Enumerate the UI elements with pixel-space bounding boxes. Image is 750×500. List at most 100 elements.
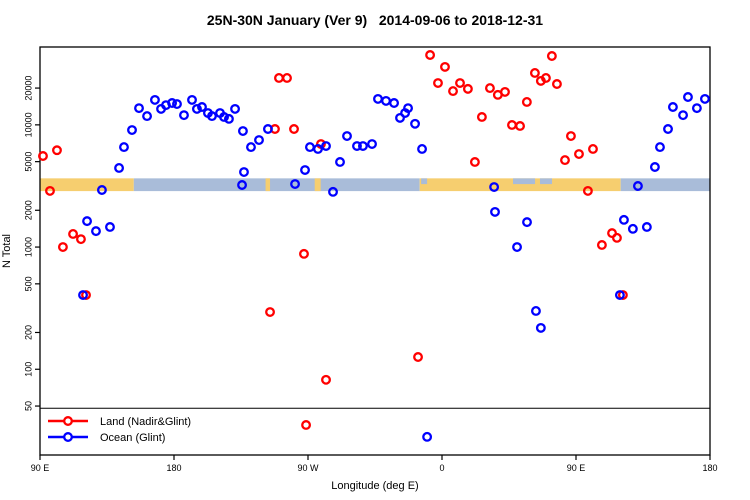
land-point [440, 61, 450, 72]
land-point [38, 151, 48, 161]
land-point [588, 144, 598, 154]
land-point [433, 78, 443, 88]
land-point [476, 112, 487, 122]
ocean-point [342, 131, 352, 141]
ocean-point [179, 110, 189, 121]
land-point [299, 248, 309, 259]
x-tick-label: 90 E [31, 463, 50, 473]
legend-marker [63, 432, 73, 442]
ocean-point [134, 103, 144, 114]
ocean-point [678, 110, 689, 121]
y-tick-label: 5000 [23, 152, 33, 172]
land-point [57, 242, 68, 253]
land-point [611, 232, 622, 243]
land-point [75, 234, 86, 245]
ocean-point [614, 290, 625, 300]
ocean-point [683, 92, 693, 102]
land-point [274, 73, 284, 83]
y-tick-label: 1000 [23, 237, 33, 257]
ocean-point [489, 182, 500, 192]
land-point [413, 352, 423, 362]
ocean-point [142, 111, 153, 122]
ocean-point [667, 102, 678, 112]
ocean-point [512, 242, 522, 253]
land-point [462, 83, 473, 94]
ocean-point [357, 141, 368, 151]
ocean-point [114, 162, 125, 173]
ocean-point [172, 99, 182, 110]
ocean-point [535, 322, 546, 333]
ocean-point [167, 98, 178, 108]
ocean-point [82, 216, 92, 227]
band-segment-land [40, 178, 134, 192]
land-point [500, 86, 510, 97]
ocean-point [237, 180, 247, 190]
land-point [551, 79, 562, 89]
ocean-point [262, 124, 273, 134]
x-tick-label: 180 [166, 463, 181, 473]
x-tick-label: 0 [439, 463, 444, 473]
land-point [574, 149, 584, 159]
x-axis-label: Longitude (deg E) [331, 480, 419, 492]
ocean-point [367, 139, 377, 149]
ocean-point [223, 113, 234, 124]
land-point [52, 145, 62, 156]
land-point [301, 420, 312, 430]
land-point [455, 78, 465, 88]
band-segment-land [419, 178, 621, 192]
y-axis-label: N Total [1, 233, 13, 269]
ocean-point [410, 118, 421, 129]
land-point [265, 307, 275, 317]
ocean-point [641, 222, 652, 232]
ocean-point [127, 125, 137, 135]
ocean-point [395, 112, 405, 123]
y-tick-label: 10000 [23, 112, 33, 137]
ocean-point [352, 141, 362, 151]
band-segment-ocean [133, 178, 420, 192]
ocean-point [699, 93, 710, 104]
land-point [425, 50, 436, 60]
ocean-point [403, 103, 414, 114]
land-point [582, 185, 593, 196]
y-tick-label: 100 [23, 362, 33, 377]
y-tick-label: 200 [23, 325, 33, 340]
ocean-point [417, 144, 427, 154]
land-point [565, 131, 576, 141]
ocean-point [300, 165, 310, 175]
ocean-point [373, 93, 383, 104]
ocean-point [91, 226, 101, 237]
ocean-point [328, 186, 338, 197]
ocean-point [119, 142, 129, 153]
band-overlay [513, 178, 536, 185]
land-point [45, 185, 55, 196]
band-overlay [421, 178, 428, 185]
ocean-point [149, 94, 160, 105]
land-point [596, 240, 607, 250]
ocean-point [290, 179, 300, 189]
band-overlay [539, 178, 553, 185]
land-point [515, 121, 525, 131]
ocean-point [219, 112, 229, 122]
band-segment-ocean [620, 178, 710, 192]
ocean-point [663, 124, 673, 134]
ocean-point [254, 135, 264, 146]
land-point [448, 86, 458, 97]
ocean-point [618, 214, 629, 225]
ocean-point [96, 185, 107, 195]
ocean-point [197, 102, 207, 112]
ocean-point [304, 142, 315, 153]
ocean-point [655, 142, 665, 153]
land-point [507, 120, 517, 130]
land-point [68, 229, 79, 239]
land-point [469, 157, 480, 167]
ocean-point [78, 290, 88, 300]
ocean-point [239, 167, 249, 177]
ocean-point [187, 94, 197, 105]
ocean-point [649, 162, 660, 172]
land-point [529, 67, 540, 78]
x-tick-label: 90 E [567, 463, 586, 473]
legend-label: Land (Nadir&Glint) [100, 416, 191, 428]
legend-label: Ocean (Glint) [100, 432, 165, 444]
ocean-point [422, 431, 433, 442]
